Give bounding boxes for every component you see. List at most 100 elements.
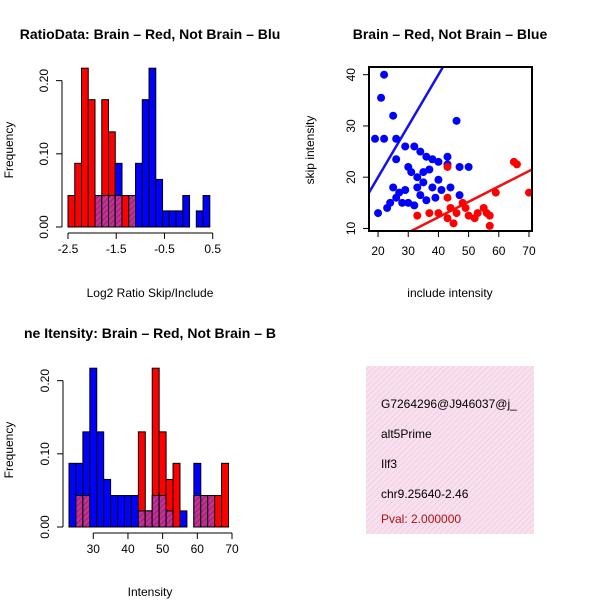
scatter-point-notbrain [383, 203, 392, 212]
scatter-point-brain [473, 209, 482, 218]
scatter-point-brain [461, 203, 470, 212]
ratio-histogram-title: RatioData: Brain – Red, Not Brain – Blu [20, 26, 281, 42]
event-id: G7264296@J946037@j_ [381, 397, 517, 411]
ratio-histogram: RatioData: Brain – Red, Not Brain – Blu … [2, 26, 280, 300]
ratio-y-tick-label: 0.00 [37, 215, 51, 239]
event-type: alt5Prime [381, 427, 432, 441]
scatter-y-tick-label: 30 [344, 119, 358, 133]
intensity-bar-overlap [193, 495, 202, 528]
intensity-bar-overlap [158, 495, 167, 528]
scatter-point-notbrain [371, 134, 380, 143]
scatter-point-notbrain [374, 209, 383, 218]
ratio-histogram-xlabel: Log2 Ratio Skip/Include [87, 286, 214, 300]
intensity-bar-overlap [82, 495, 91, 528]
scatter-point-notbrain [455, 162, 464, 171]
event-info-box: G7264296@J946037@j_ alt5Prime Ilf3 chr9.… [366, 366, 534, 534]
ratio-bar-overlap [128, 195, 137, 228]
intensity-histogram: ne Itensity: Brain – Red, Not Brain – B … [2, 325, 276, 599]
scatter-point-notbrain [377, 93, 386, 102]
scatter-point-brain [413, 211, 422, 220]
scatter-point-notbrain [410, 142, 419, 151]
ratio-bar-brain [67, 195, 76, 228]
scatter-point-notbrain [452, 116, 461, 125]
scatter-point-brain [485, 211, 494, 220]
intensity-x-tick-label: 60 [191, 542, 205, 556]
scatter-point-notbrain [389, 183, 398, 192]
ratio-x-tick-label: -2.5 [58, 242, 79, 256]
scatter-point-brain [524, 188, 532, 197]
ratio-bar-brain [121, 195, 130, 228]
scatter-point-brain [443, 214, 452, 223]
scatter-point-notbrain [392, 134, 401, 143]
gene-name: Ilf3 [381, 457, 397, 471]
scatter-point-notbrain [428, 155, 437, 164]
intensity-bar-notbrain [179, 510, 188, 528]
scatter-point-notbrain [422, 196, 431, 205]
scatter-y-tick-label: 20 [344, 170, 358, 184]
scatter-point-brain [449, 219, 458, 228]
ratio-bar-overlap [101, 195, 110, 228]
info-box-background [366, 366, 534, 534]
scatter-point-notbrain [407, 168, 416, 177]
scatter-point-notbrain [416, 147, 425, 156]
scatter-xlabel: include intensity [407, 286, 492, 300]
intensity-x-tick-label: 50 [156, 542, 170, 556]
scatter-x-tick-label: 30 [402, 244, 416, 258]
ratio-bar-notbrain [155, 178, 164, 228]
scatter-point-notbrain [422, 152, 431, 161]
scatter-point-brain [512, 160, 521, 169]
intensity-bar-notbrain [123, 495, 132, 528]
intensity-histogram-ylabel: Frequency [2, 422, 16, 479]
intensity-bar-notbrain [68, 462, 77, 528]
scatter-point-notbrain [431, 193, 440, 202]
scatter-point-notbrain [464, 162, 473, 171]
scatter-point-brain [446, 203, 455, 212]
scatter-point-notbrain [380, 134, 389, 143]
ratio-bar-brain [87, 99, 96, 228]
scatter-point-notbrain [392, 155, 401, 164]
intensity-histogram-title: ne Itensity: Brain – Red, Not Brain – B [24, 325, 276, 341]
intensity-histogram-xlabel: Intensity [128, 585, 173, 599]
scatter-x-tick-label: 60 [492, 244, 506, 258]
scatter-point-notbrain [401, 186, 410, 194]
scatter-point-notbrain [419, 178, 428, 187]
intensity-bar-notbrain [96, 431, 105, 528]
ratio-x-tick-label: -1.5 [106, 242, 127, 256]
intensity-bar-overlap [207, 495, 216, 528]
scatter-point-brain [434, 209, 443, 218]
ratio-bar-notbrain [195, 210, 204, 228]
ratio-histogram-ylabel: Frequency [2, 122, 16, 179]
ratio-bar-overlap [108, 195, 116, 228]
scatter-x-tick-label: 40 [432, 244, 446, 258]
ratio-bar-brain [81, 67, 89, 228]
scatter-point-notbrain [419, 168, 428, 177]
scatter-point-notbrain [443, 152, 452, 161]
scatter-point-notbrain [404, 198, 413, 207]
scatter-y-tick-label: 40 [344, 68, 358, 82]
ratio-bar-notbrain [162, 210, 170, 228]
intensity-bar-brain [221, 462, 230, 528]
ratio-bar-brain [74, 162, 83, 228]
ratio-bar-notbrain [182, 195, 191, 228]
scatter-point-brain [452, 209, 461, 218]
scatter-point-notbrain [416, 191, 425, 200]
intensity-bar-overlap [165, 510, 174, 528]
scatter-point-notbrain [437, 186, 446, 194]
brain-fit-line [410, 168, 532, 231]
intensity-bar-notbrain [110, 495, 119, 528]
intensity-bar-overlap [144, 510, 153, 528]
ratio-bar-overlap [114, 195, 123, 228]
scatter-x-tick-label: 70 [522, 244, 536, 258]
scatter-point-brain [443, 162, 452, 171]
ratio-x-tick-label: -0.5 [154, 242, 175, 256]
intensity-y-tick-label: 0.10 [38, 442, 52, 466]
scatter-x-tick-label: 50 [462, 244, 476, 258]
scatter-point-notbrain [413, 173, 422, 182]
intensity-bar-overlap [75, 495, 84, 528]
ratio-bar-notbrain [202, 195, 211, 228]
scatter-point-notbrain [434, 175, 443, 184]
scatter-point-notbrain [455, 191, 464, 200]
intensity-y-tick-label: 0.20 [38, 369, 52, 393]
scatter-frame [368, 66, 533, 232]
